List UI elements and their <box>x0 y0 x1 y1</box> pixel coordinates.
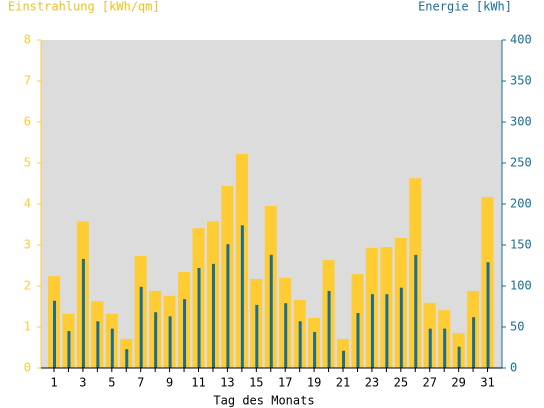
y2-tick-label: 0 <box>510 361 517 375</box>
energy-bar <box>183 299 187 368</box>
x-tick-label: 19 <box>307 376 321 390</box>
left-axis-title: Einstrahlung [kWh/qm] <box>8 0 160 14</box>
energy-bar <box>370 294 374 368</box>
x-tick-label: 3 <box>79 376 86 390</box>
y-tick-label: 2 <box>24 279 31 293</box>
y2-tick-label: 350 <box>510 74 532 88</box>
y2-tick-label: 400 <box>510 33 532 47</box>
energy-bar <box>154 312 158 368</box>
right-axis-title: Energie [kWh] <box>418 0 512 14</box>
y2-tick-label: 250 <box>510 156 532 170</box>
energy-bar <box>67 331 71 368</box>
energy-bar <box>211 263 215 368</box>
energy-bar <box>327 290 331 368</box>
energy-bar <box>356 313 360 368</box>
energy-bar <box>81 258 85 368</box>
x-tick-label: 29 <box>451 376 465 390</box>
energy-bar <box>255 304 259 368</box>
x-tick-label: 7 <box>137 376 144 390</box>
x-tick-label: 25 <box>394 376 408 390</box>
y2-tick-label: 100 <box>510 279 532 293</box>
y-tick-label: 4 <box>24 197 31 211</box>
y2-tick-label: 300 <box>510 115 532 129</box>
y-tick-label: 1 <box>24 320 31 334</box>
energy-bar <box>269 254 273 368</box>
x-tick-label: 17 <box>278 376 292 390</box>
energy-bar <box>197 267 201 368</box>
y-tick-label: 7 <box>24 74 31 88</box>
y-tick-label: 3 <box>24 238 31 252</box>
y-tick-label: 5 <box>24 156 31 170</box>
energy-bar <box>472 317 476 368</box>
x-tick-label: 27 <box>423 376 437 390</box>
energy-bar <box>342 350 346 368</box>
energy-bar <box>168 316 172 368</box>
x-axis-title: Tag des Monats <box>213 394 314 408</box>
y-tick-label: 6 <box>24 115 31 129</box>
x-tick-label: 13 <box>220 376 234 390</box>
energy-bar <box>298 321 302 368</box>
y-tick-label: 0 <box>24 361 31 375</box>
x-tick-label: 31 <box>480 376 494 390</box>
energy-bar <box>139 286 143 368</box>
energy-bar <box>240 225 244 368</box>
x-tick-label: 11 <box>191 376 205 390</box>
x-tick-label: 23 <box>365 376 379 390</box>
energy-bar <box>284 303 288 368</box>
energy-bar <box>385 294 389 368</box>
energy-bar <box>313 331 317 368</box>
energy-bar <box>428 328 432 368</box>
x-tick-label: 5 <box>108 376 115 390</box>
energy-bar <box>226 244 230 368</box>
energy-bar <box>96 321 100 368</box>
y2-tick-label: 50 <box>510 320 524 334</box>
energy-bar <box>125 349 129 368</box>
energy-bar <box>457 346 461 368</box>
energy-bar <box>414 254 418 368</box>
energy-bar <box>110 328 114 368</box>
y-tick-label: 8 <box>24 33 31 47</box>
energy-bar <box>53 300 56 368</box>
x-tick-label: 21 <box>336 376 350 390</box>
y2-tick-label: 150 <box>510 238 532 252</box>
energy-bar <box>443 328 447 368</box>
y2-tick-label: 200 <box>510 197 532 211</box>
x-tick-label: 9 <box>166 376 173 390</box>
x-tick-label: 1 <box>50 376 57 390</box>
energy-bar <box>486 262 490 368</box>
x-tick-label: 15 <box>249 376 263 390</box>
energy-bar <box>399 287 403 368</box>
